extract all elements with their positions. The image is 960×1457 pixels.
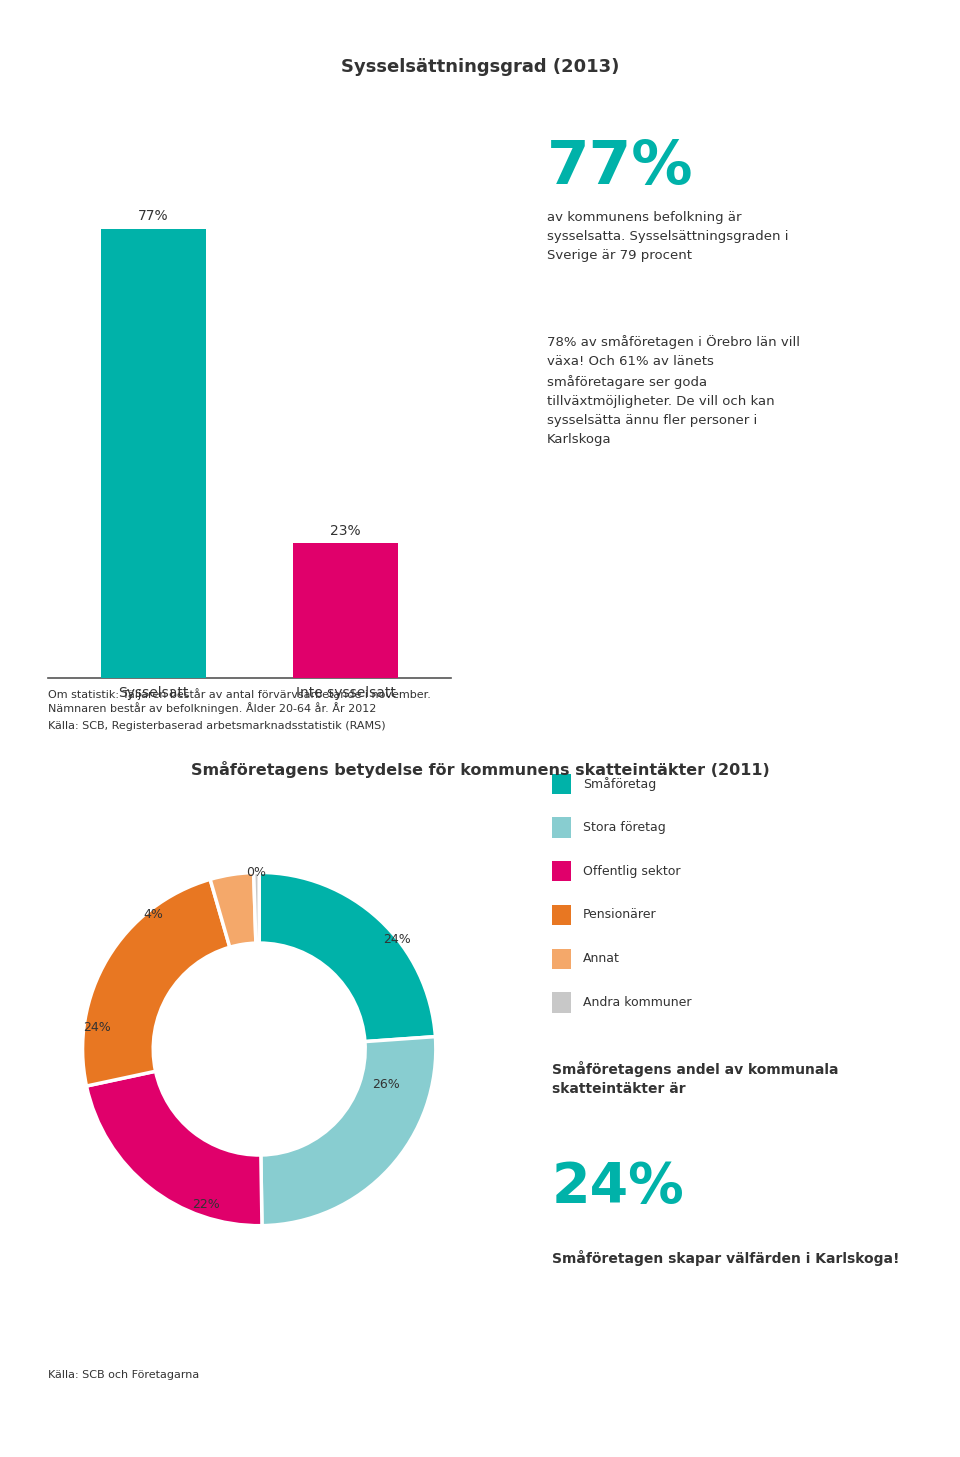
Text: Källa: SCB, Registerbaserad arbetsmarknadsstatistik (RAMS): Källa: SCB, Registerbaserad arbetsmarkna… bbox=[48, 721, 386, 731]
Text: 26%: 26% bbox=[372, 1078, 400, 1091]
Text: 22%: 22% bbox=[192, 1198, 220, 1211]
Text: Andra kommuner: Andra kommuner bbox=[583, 997, 691, 1008]
Text: Offentlig sektor: Offentlig sektor bbox=[583, 865, 681, 877]
Text: 24%: 24% bbox=[83, 1021, 110, 1034]
Wedge shape bbox=[83, 880, 229, 1085]
Bar bbox=[293, 543, 398, 678]
Text: 77%: 77% bbox=[547, 138, 694, 197]
Text: Källa: SCB och Företagarna: Källa: SCB och Företagarna bbox=[48, 1370, 200, 1380]
Text: Stora företag: Stora företag bbox=[583, 822, 665, 833]
Text: Annat: Annat bbox=[583, 953, 619, 965]
Text: 23%: 23% bbox=[330, 523, 361, 538]
Wedge shape bbox=[261, 1036, 436, 1225]
Text: Småföretagen skapar välfärden i Karlskoga!: Småföretagen skapar välfärden i Karlskog… bbox=[552, 1250, 900, 1266]
Text: 0%: 0% bbox=[246, 865, 266, 879]
Text: 77%: 77% bbox=[138, 208, 169, 223]
Text: Pensionärer: Pensionärer bbox=[583, 909, 657, 921]
Text: 24%: 24% bbox=[383, 932, 411, 946]
Wedge shape bbox=[86, 1071, 262, 1225]
Wedge shape bbox=[259, 873, 436, 1042]
Text: Småföretagens betydelse för kommunens skatteintäkter (2011): Småföretagens betydelse för kommunens sk… bbox=[191, 761, 769, 778]
Text: 78% av småföretagen i Örebro län vill
växa! Och 61% av länets
småföretagare ser : 78% av småföretagen i Örebro län vill vä… bbox=[547, 335, 801, 446]
Text: av kommunens befolkning är
sysselsatta. Sysselsättningsgraden i
Sverige är 79 pr: av kommunens befolkning är sysselsatta. … bbox=[547, 211, 789, 262]
Bar bbox=[101, 229, 206, 678]
Text: Småföretagens andel av kommunala
skatteintäkter är: Småföretagens andel av kommunala skattei… bbox=[552, 1061, 838, 1096]
Text: Nämnaren består av befolkningen. Ålder 20-64 år. År 2012: Nämnaren består av befolkningen. Ålder 2… bbox=[48, 702, 376, 714]
Text: 4%: 4% bbox=[143, 908, 163, 921]
Wedge shape bbox=[253, 873, 259, 943]
Wedge shape bbox=[210, 873, 256, 947]
Text: Småföretag: Småföretag bbox=[583, 777, 656, 791]
Text: 24%: 24% bbox=[552, 1160, 684, 1214]
Text: Om statistik: Täljaren består av antal förvärvsarbetande i november.: Om statistik: Täljaren består av antal f… bbox=[48, 688, 431, 699]
Text: Sysselsättningsgrad (2013): Sysselsättningsgrad (2013) bbox=[341, 58, 619, 76]
